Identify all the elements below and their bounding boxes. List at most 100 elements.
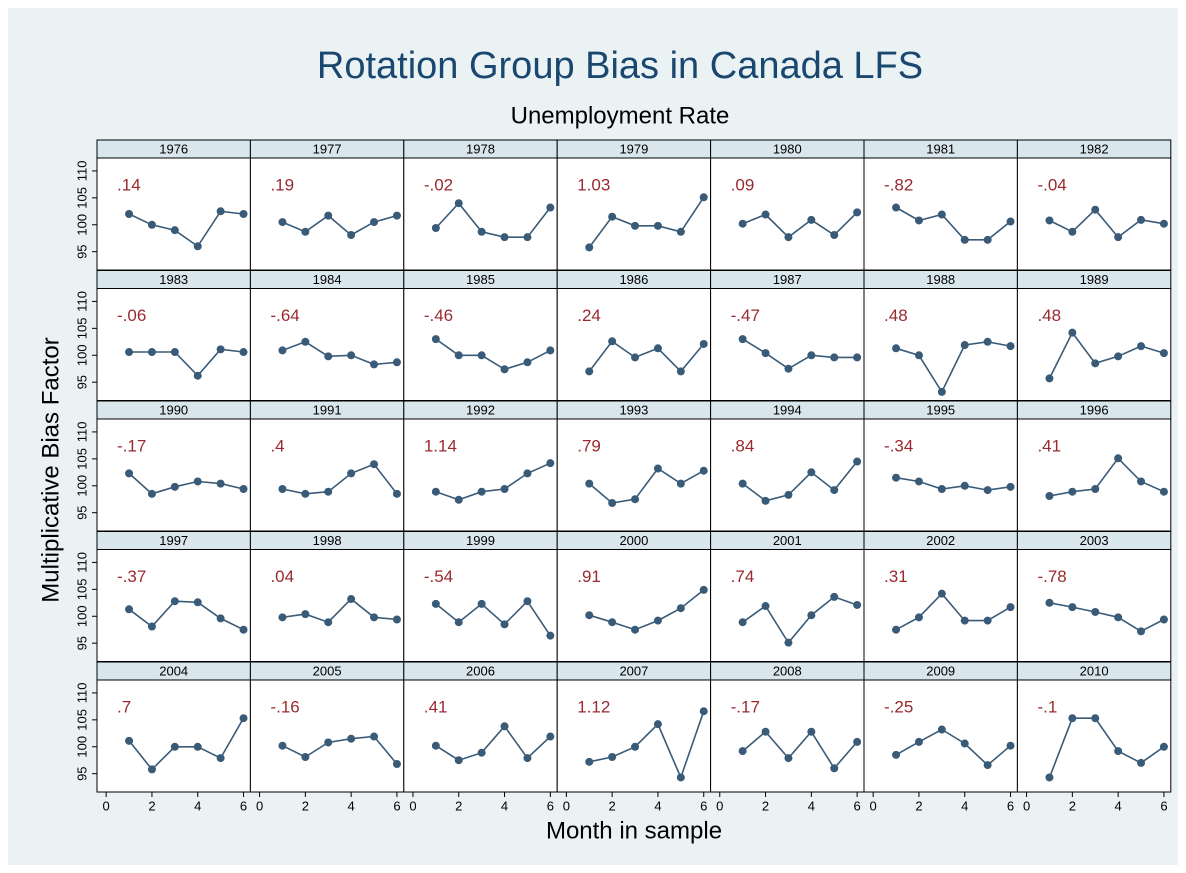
x-tick-label: 0: [409, 798, 416, 813]
data-point: [892, 203, 901, 212]
panel-title: 1990: [159, 402, 188, 417]
panel-plot: [403, 418, 558, 532]
panel-annotation: .84: [731, 436, 755, 455]
y-tick-label: 100: [74, 214, 89, 236]
data-point: [608, 618, 617, 627]
data-point: [239, 348, 248, 357]
panel-plot: [249, 288, 405, 401]
panel-plot: [556, 288, 712, 401]
data-point: [1159, 219, 1168, 228]
panel-title: 1981: [926, 141, 955, 156]
panel-plot: [863, 418, 1018, 532]
y-tick-label: 100: [74, 605, 89, 627]
data-point: [301, 489, 310, 498]
y-tick-label: 95: [74, 375, 89, 389]
panel-title: 2010: [1080, 663, 1109, 678]
x-tick-label: 0: [563, 798, 570, 813]
x-tick-label: 4: [194, 798, 201, 813]
data-point: [983, 337, 992, 346]
panel-annotation: -.64: [270, 306, 299, 325]
data-point: [1006, 482, 1015, 491]
panel-annotation: -.1: [1037, 697, 1057, 716]
data-point: [347, 469, 356, 478]
data-point: [653, 464, 662, 473]
y-tick-label: 105: [74, 709, 89, 731]
data-point: [937, 589, 946, 598]
data-point: [914, 737, 923, 746]
data-point: [960, 739, 969, 748]
data-point: [699, 193, 708, 202]
series-line: [742, 595, 858, 645]
panel-annotation: -.25: [884, 697, 913, 716]
panel-annotation: -.16: [270, 697, 299, 716]
panel-annotation: -.46: [424, 306, 453, 325]
x-tick-label: 6: [1007, 798, 1014, 813]
data-point: [324, 487, 333, 496]
data-point: [170, 482, 179, 491]
data-point: [830, 764, 839, 773]
data-point: [170, 742, 179, 751]
data-point: [699, 339, 708, 348]
panel-annotation: -.17: [731, 697, 760, 716]
data-point: [546, 459, 555, 468]
data-point: [278, 613, 287, 622]
x-tick-label: 2: [302, 798, 309, 813]
panel-title: 2008: [773, 663, 802, 678]
data-point: [807, 727, 816, 736]
data-point: [853, 208, 862, 217]
data-point: [608, 337, 617, 346]
panel-plot: [863, 679, 1018, 793]
panel-title: 1983: [159, 272, 188, 287]
data-point: [523, 358, 532, 367]
data-point: [278, 346, 287, 355]
data-point: [784, 638, 793, 647]
data-point: [892, 750, 901, 759]
panel-plot: [403, 288, 558, 401]
data-point: [500, 233, 509, 242]
panel-title: 1980: [773, 141, 802, 156]
series-line: [128, 600, 244, 631]
panel-plot: [710, 418, 865, 532]
data-point: [454, 756, 463, 765]
data-point: [1045, 598, 1054, 607]
panel-plot: [1016, 288, 1172, 401]
y-tick-label: 95: [74, 505, 89, 519]
series-line: [742, 730, 858, 770]
data-point: [324, 352, 333, 361]
data-point: [807, 215, 816, 224]
panel-title: 1996: [1080, 402, 1109, 417]
panel-plot: [1016, 157, 1172, 271]
panel-plot: [1016, 679, 1172, 793]
data-point: [653, 616, 662, 625]
data-point: [278, 218, 287, 227]
x-tick-label: 4: [1115, 798, 1122, 813]
data-point: [1091, 607, 1100, 616]
panel-annotation: .41: [1037, 436, 1061, 455]
data-point: [631, 221, 640, 230]
series-line: [1048, 717, 1165, 778]
panel-title: 2003: [1080, 533, 1109, 548]
data-point: [431, 335, 440, 344]
data-point: [477, 227, 486, 236]
y-tick-label: 105: [74, 578, 89, 600]
data-point: [914, 351, 923, 360]
panel-plot: [1016, 418, 1172, 532]
panel-annotation: .7: [117, 697, 131, 716]
panel-annotation: .14: [117, 175, 141, 194]
data-point: [1159, 349, 1168, 358]
data-point: [370, 218, 379, 227]
data-point: [125, 605, 134, 614]
data-point: [830, 486, 839, 495]
series-line: [742, 460, 858, 502]
panel-annotation: 1.03: [577, 175, 610, 194]
data-point: [170, 226, 179, 235]
panel-annotation: -.02: [424, 175, 453, 194]
data-point: [738, 618, 747, 627]
panel-annotation: -.04: [1037, 175, 1066, 194]
data-point: [761, 210, 770, 219]
data-point: [431, 487, 440, 496]
series-line: [435, 725, 551, 762]
panel-title: 1984: [313, 272, 342, 287]
data-point: [784, 233, 793, 242]
data-point: [761, 602, 770, 611]
